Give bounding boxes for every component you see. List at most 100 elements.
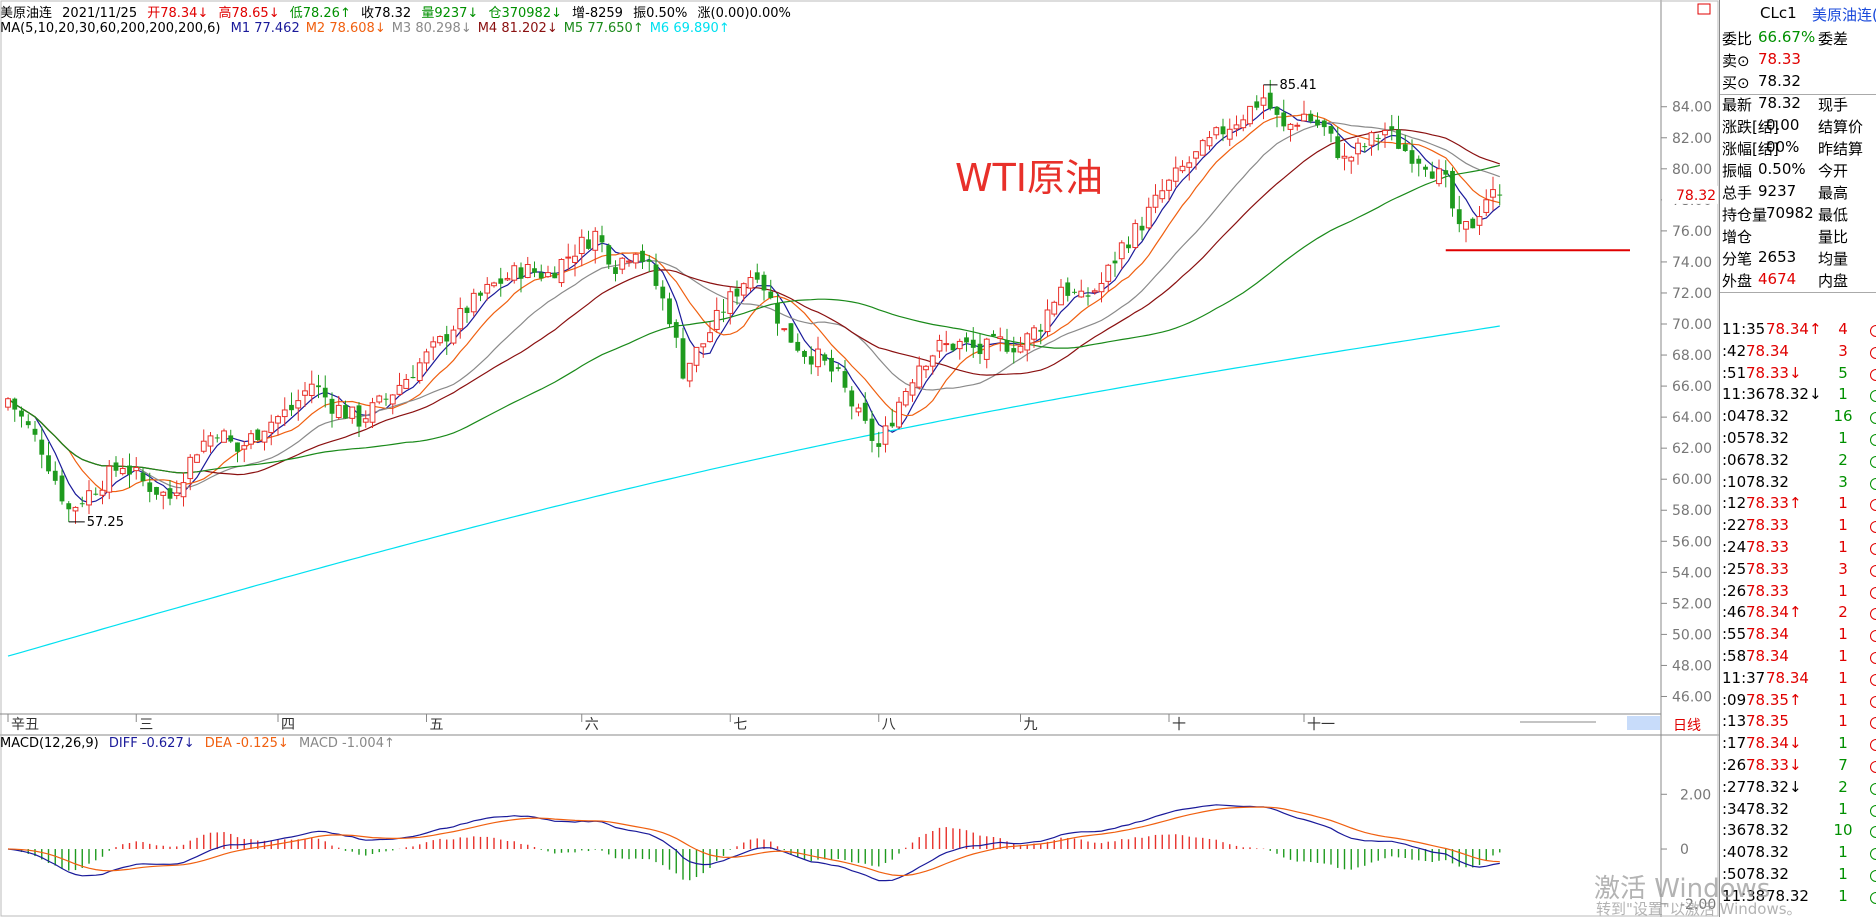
candle-body — [322, 387, 328, 398]
candle-body — [46, 455, 51, 472]
tick-price: 78.34↑ — [1746, 603, 1802, 622]
candle-body — [450, 329, 457, 344]
tick-volume: 1 — [1838, 690, 1848, 709]
candle-body — [1051, 301, 1058, 315]
candle-body — [66, 503, 72, 510]
candle-body — [1038, 329, 1044, 332]
quote-value: 0.00 — [1766, 116, 1800, 134]
tick-time: :50 — [1722, 865, 1747, 883]
quote-label-2: 委差 — [1818, 30, 1849, 48]
ma-legend-item: M5 77.650↑ — [563, 21, 644, 36]
y-tick-label: 60.00 — [1672, 472, 1712, 488]
macd-dea-label: DEA -0.125↓ — [204, 736, 289, 751]
candle-body — [1098, 282, 1105, 293]
ma-legend-item: M3 80.298↓ — [391, 21, 472, 36]
low-price: 低78.26↑ — [289, 6, 351, 21]
last-price-label: 78.32 — [1676, 188, 1716, 204]
tick-row: :09 78.35↑ 1 — [1720, 691, 1876, 713]
quote-row: 涨幅[结] 00% 昨结算 — [1720, 138, 1876, 160]
tick-volume: 1 — [1838, 865, 1848, 883]
candle-body — [1497, 194, 1503, 196]
tick-price: 78.34 — [1746, 625, 1789, 644]
quote-label: 持仓量 — [1722, 206, 1768, 224]
candle-body — [1226, 128, 1233, 140]
candle-body — [754, 272, 760, 280]
tick-row: 11:36 78.32↓ 1 — [1720, 385, 1876, 407]
instrument-name: 美原油连 — [0, 6, 53, 21]
candle-body — [713, 309, 720, 330]
kline-chart[interactable]: 84.0082.0080.0078.0076.0074.0072.0070.00… — [0, 0, 1719, 917]
tick-time: :04 — [1722, 407, 1747, 426]
candle-body — [261, 430, 268, 443]
candle-body — [484, 283, 491, 294]
candle-body — [1065, 282, 1071, 296]
tick-row: :46 78.34↑ 2 — [1720, 603, 1876, 625]
candle-body — [1254, 101, 1260, 108]
candle-body — [876, 443, 882, 447]
candle-body — [295, 400, 302, 409]
tick-price: 78.32 — [1746, 407, 1789, 426]
tick-time: :46 — [1722, 603, 1747, 622]
windows-watermark: 激活 Windows — [1594, 874, 1771, 904]
quote-value: 0.50% — [1758, 160, 1806, 178]
tick-volume: 16 — [1833, 407, 1853, 426]
candle-body — [822, 354, 828, 361]
quote-label: 分笔 — [1722, 250, 1753, 268]
macd-title: MACD(12,26,9) — [0, 736, 99, 751]
candle-body — [1233, 124, 1240, 130]
candle-body — [761, 274, 767, 291]
tick-direction-icon — [1870, 739, 1876, 752]
tick-price: 78.33 — [1746, 581, 1789, 600]
candle-body — [154, 486, 159, 495]
tick-volume: 1 — [1838, 385, 1848, 404]
candle-body — [79, 503, 85, 505]
tick-direction-icon — [1870, 826, 1876, 839]
tick-volume: 2 — [1838, 777, 1848, 796]
low-label: 57.25 — [87, 515, 124, 530]
tick-price: 78.32↓ — [1746, 777, 1802, 796]
ma-legend: MA(5,10,20,30,60,200,200,200,6) M1 77.46… — [0, 21, 742, 37]
candle-body — [356, 405, 362, 427]
macd-dea-line — [7, 806, 1500, 877]
tick-direction-icon — [1870, 477, 1876, 490]
y-tick-label: 82.00 — [1672, 131, 1712, 147]
candle-body — [842, 371, 848, 388]
candle-body — [956, 340, 963, 350]
tick-time: :58 — [1722, 647, 1747, 665]
quote-label: 涨幅[结] — [1722, 140, 1779, 158]
candle-body — [518, 267, 524, 279]
tick-row: :58 78.34 1 — [1720, 647, 1876, 669]
quote-label-2: 内盘 — [1818, 272, 1849, 290]
candle-body — [160, 491, 167, 496]
candle-body — [39, 439, 45, 455]
tick-row: :51 78.33↓ 5 — [1720, 364, 1876, 386]
tick-direction-icon — [1870, 325, 1876, 337]
candle-body — [815, 348, 821, 368]
candle-body — [200, 440, 207, 452]
tick-time: :13 — [1722, 712, 1747, 731]
candle-body — [721, 311, 726, 313]
tick-volume: 3 — [1838, 341, 1848, 360]
candle-body — [187, 456, 194, 480]
y-tick-label: 58.00 — [1672, 503, 1712, 519]
candle-body — [93, 493, 99, 495]
candle-body — [1443, 170, 1449, 175]
y-tick-label: 52.00 — [1672, 596, 1712, 612]
x-month-label: 三 — [139, 717, 153, 733]
candle-body — [1179, 165, 1186, 172]
quote-label: 总手 — [1722, 184, 1753, 202]
quote-row: 总手 9237 最高 — [1720, 182, 1876, 204]
tick-volume: 3 — [1838, 559, 1848, 578]
y-tick-label: 64.00 — [1672, 410, 1712, 426]
quote-label: 买⊙ — [1722, 74, 1750, 92]
candle-body — [343, 405, 348, 419]
tick-direction-icon — [1870, 455, 1876, 468]
candle-body — [727, 291, 734, 314]
ma-line-20 — [7, 121, 1501, 489]
candle-body — [1476, 216, 1483, 226]
tick-direction-icon — [1870, 717, 1876, 730]
candle-body — [416, 362, 423, 381]
ma-legend-item: M4 81.202↓ — [477, 21, 558, 36]
candle-body — [1396, 129, 1401, 149]
candle-body — [1362, 146, 1368, 148]
